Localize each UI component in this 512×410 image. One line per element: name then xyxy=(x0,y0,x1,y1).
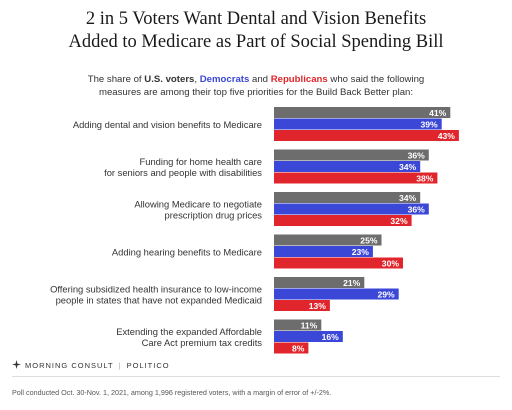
data-label: 36% xyxy=(408,204,426,214)
bar-u-s-voters xyxy=(274,319,322,331)
subtitle-democrats: Democrats xyxy=(199,74,250,85)
bar-u-s-voters xyxy=(274,192,421,203)
data-label: 34% xyxy=(399,162,417,172)
subtitle-comma: , xyxy=(194,74,198,85)
subtitle-and: and xyxy=(252,74,269,85)
data-label: 32% xyxy=(390,216,408,226)
subtitle-post: who said the following xyxy=(330,74,425,85)
footer-note: Poll conducted Oct. 30-Nov. 1, 2021, amo… xyxy=(12,388,332,397)
category-label: Extending the expanded Affordable xyxy=(116,326,262,337)
data-label: 30% xyxy=(382,258,400,268)
bar-republicans xyxy=(274,342,309,354)
chart-title: 2 in 5 Voters Want Dental and Vision Ben… xyxy=(0,8,512,54)
bar-u-s-voters xyxy=(274,107,451,118)
data-label: 8% xyxy=(292,343,305,353)
data-label: 29% xyxy=(377,289,395,299)
bar-democrats xyxy=(274,331,343,342)
brand-politico: POLITICO xyxy=(126,361,170,370)
category-label: prescription drug prices xyxy=(165,209,263,220)
bar-democrats xyxy=(274,203,429,215)
footer-divider xyxy=(12,376,500,377)
bar-u-s-voters xyxy=(274,234,382,246)
data-label: 41% xyxy=(429,108,447,118)
data-label: 23% xyxy=(352,247,370,257)
subtitle-republicans: Republicans xyxy=(270,74,328,85)
bar-democrats xyxy=(274,118,442,130)
bar-republicans xyxy=(274,257,403,269)
category-label: Adding hearing benefits to Medicare xyxy=(112,246,262,257)
data-label: 25% xyxy=(360,235,378,245)
chart-subtitle-line-1: The share of U.S. voters, Democrats and … xyxy=(0,73,512,86)
bar-republicans xyxy=(274,130,459,141)
category-label: Offering subsidized health insurance to … xyxy=(50,283,262,294)
bar-democrats xyxy=(274,246,373,257)
data-label: 16% xyxy=(322,332,340,342)
bar-u-s-voters xyxy=(274,277,365,288)
category-label: people in states that have not expanded … xyxy=(56,294,262,305)
subtitle-pre: The share of xyxy=(87,74,142,85)
data-label: 13% xyxy=(309,301,327,311)
data-label: 43% xyxy=(438,131,456,141)
chart-subtitle-line-2: measures are among their top five priori… xyxy=(98,87,414,98)
bar-republicans xyxy=(274,215,412,226)
morning-consult-logo-icon xyxy=(12,360,21,369)
data-label: 34% xyxy=(399,193,417,203)
data-label: 36% xyxy=(408,150,426,160)
bar-democrats xyxy=(274,161,421,172)
bar-u-s-voters xyxy=(274,149,429,161)
bar-republicans xyxy=(274,300,330,311)
data-label: 39% xyxy=(420,119,438,129)
category-label: Funding for home health care xyxy=(140,156,262,167)
category-label: Adding dental and vision benefits to Med… xyxy=(73,119,262,130)
data-label: 21% xyxy=(343,278,361,288)
data-label: 38% xyxy=(416,173,434,183)
brand-separator: | xyxy=(118,361,122,370)
footer-brands: MORNING CONSULT | POLITICO xyxy=(12,360,170,370)
bar-republicans xyxy=(274,172,438,184)
subtitle-us-voters: U.S. voters xyxy=(144,74,195,85)
category-label: for seniors and people with disabilities xyxy=(104,167,262,178)
chart-title-line-2: Added to Medicare as Part of Social Spen… xyxy=(68,32,444,52)
category-label: Allowing Medicare to negotiate xyxy=(134,198,262,209)
data-label: 11% xyxy=(301,320,318,330)
bar-democrats xyxy=(274,288,399,300)
category-label: Care Act premium tax credits xyxy=(142,337,263,348)
chart-subtitle: The share of U.S. voters, Democrats and … xyxy=(0,73,512,99)
brand-morning-consult: MORNING CONSULT xyxy=(25,361,114,370)
chart-title-line-1: 2 in 5 Voters Want Dental and Vision Ben… xyxy=(85,9,427,29)
